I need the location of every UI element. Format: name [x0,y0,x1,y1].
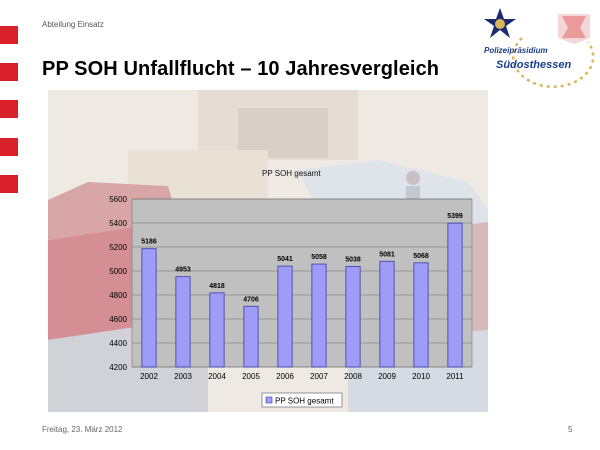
x-axis-ticks: 2002 2003 2004 2005 2006 2007 2008 2009 2010 2011 [140,372,464,381]
y-tick-label: 5400 [109,219,127,228]
bar [243,305,259,368]
side-square-decoration [0,100,18,118]
legend: PP SOH gesamt [261,392,343,408]
bar [413,262,429,368]
legend-label: PP SOH gesamt [275,397,334,406]
bar [447,222,463,368]
data-label: 5081 [379,251,395,258]
bar [175,276,191,368]
bar [311,263,327,368]
police-logo: Polizeipräsidium Südosthessen [470,8,596,90]
bar [379,260,395,368]
y-tick-label: 5000 [109,267,127,276]
bars [141,222,463,368]
y-axis-ticks: 4200 4400 4600 4800 5000 5200 5400 5600 [109,195,127,372]
x-tick-label: 2008 [344,372,362,381]
x-tick-label: 2007 [310,372,328,381]
legend-swatch [265,396,273,404]
data-label: 5186 [141,239,157,246]
x-tick-label: 2011 [446,372,464,381]
x-tick-label: 2005 [242,372,260,381]
chart-title: PP SOH gesamt [262,169,321,178]
data-label: 5038 [345,256,361,263]
side-square-decoration [0,175,18,193]
data-labels: 5186 4953 4818 4706 5041 5058 5038 5081 5068 5399 [141,213,463,303]
bar [209,292,225,368]
page-title: PP SOH Unfallflucht – 10 Jahresvergleich [42,58,440,80]
y-tick-label: 4600 [109,315,127,324]
data-label: 5068 [413,253,429,260]
x-tick-label: 2009 [378,372,396,381]
y-tick-label: 5600 [109,195,127,204]
data-label: 4706 [243,296,259,303]
x-tick-label: 2010 [412,372,430,381]
department-label: Abteilung Einsatz [42,20,104,29]
data-label: 4818 [209,283,225,290]
data-label: 5058 [311,254,327,261]
police-star-icon [484,8,595,89]
y-tick-label: 4800 [109,291,127,300]
bar [141,248,157,368]
logo-text-line2: Südosthessen [496,59,572,71]
x-tick-label: 2004 [208,372,226,381]
data-label: 5399 [447,213,463,220]
x-tick-label: 2006 [276,372,294,381]
data-label: 5041 [277,256,293,263]
y-tick-label: 5200 [109,243,127,252]
y-tick-label: 4400 [109,339,127,348]
side-square-decoration [0,138,18,156]
footer-date: Freitag, 23. März 2012 [42,425,123,434]
data-label: 4953 [175,267,191,274]
bar [277,265,293,368]
y-tick-label: 4200 [109,363,127,372]
side-square-decoration [0,63,18,81]
x-tick-label: 2003 [174,372,192,381]
page-number: 5 [568,425,573,434]
side-square-decoration [0,26,18,44]
x-tick-label: 2002 [140,372,158,381]
bar [345,266,361,368]
logo-text-line1: Polizeipräsidium [484,46,548,55]
